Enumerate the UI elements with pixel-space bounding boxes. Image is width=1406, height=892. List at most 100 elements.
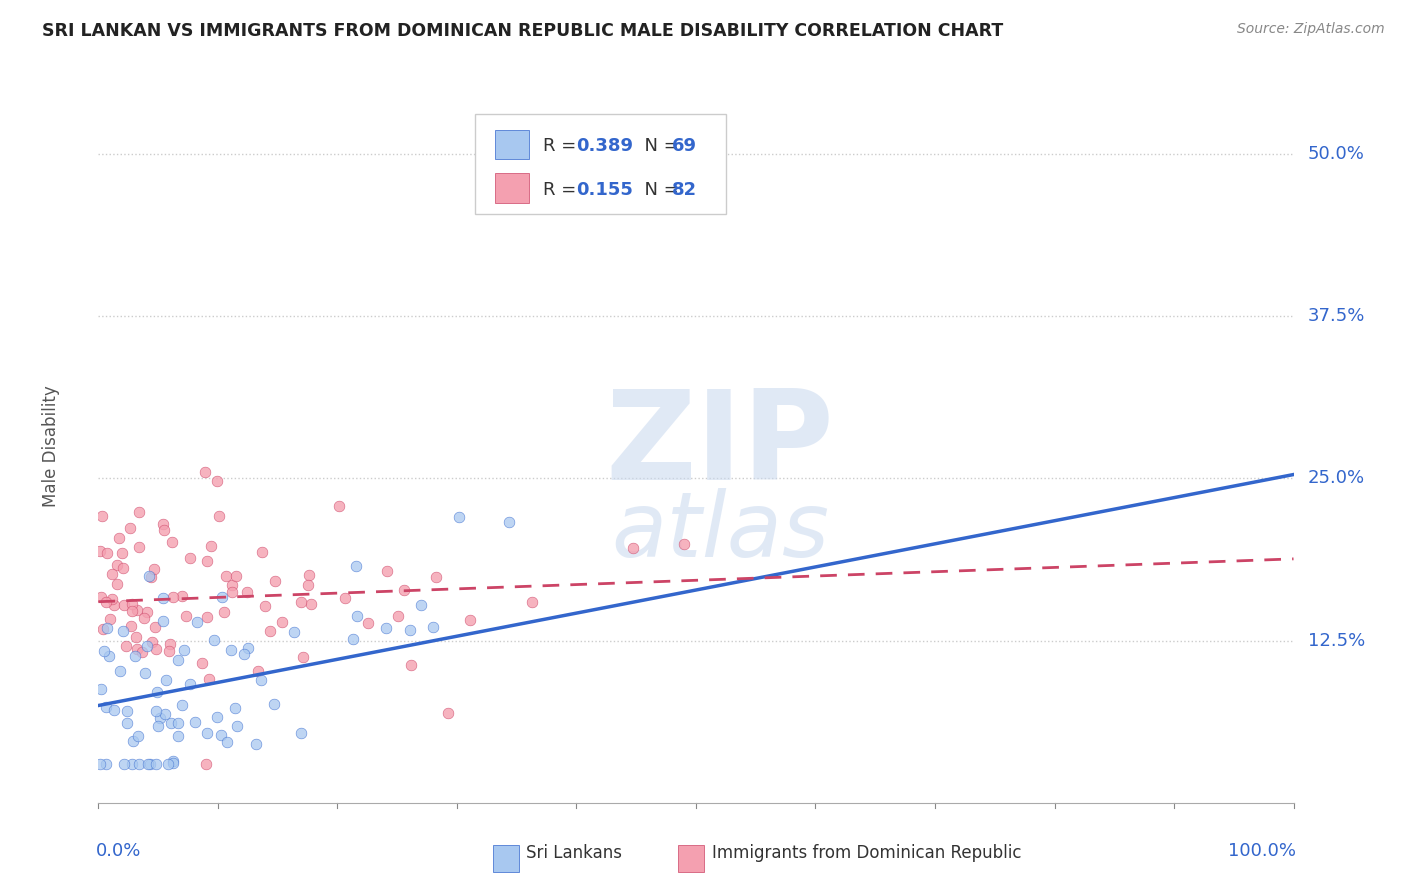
FancyBboxPatch shape	[495, 173, 529, 203]
Point	[135, 605, 157, 619]
Point	[139, 570, 162, 584]
Point	[298, 567, 321, 582]
Point	[131, 645, 153, 659]
Point	[134, 665, 156, 680]
Point	[236, 641, 259, 656]
Point	[120, 521, 142, 535]
Point	[215, 735, 238, 749]
Point	[357, 615, 380, 630]
Point	[167, 716, 190, 731]
Point	[271, 615, 294, 630]
Point	[291, 649, 314, 664]
Text: Source: ZipAtlas.com: Source: ZipAtlas.com	[1237, 22, 1385, 37]
Point	[194, 465, 217, 479]
Point	[263, 574, 285, 588]
Point	[93, 643, 115, 657]
Point	[89, 544, 111, 558]
Text: 69: 69	[672, 136, 697, 154]
Point	[145, 704, 167, 718]
Point	[141, 634, 163, 648]
FancyBboxPatch shape	[678, 845, 704, 872]
Point	[211, 590, 233, 604]
Point	[299, 597, 322, 611]
Point	[179, 677, 201, 691]
Point	[157, 756, 180, 771]
Point	[375, 621, 398, 635]
Text: R =: R =	[543, 136, 582, 154]
Point	[112, 561, 135, 575]
Point	[108, 531, 131, 545]
Point	[152, 614, 174, 628]
Point	[125, 630, 148, 644]
Point	[212, 605, 235, 619]
Point	[94, 756, 117, 771]
Text: atlas: atlas	[610, 488, 830, 575]
Point	[146, 685, 169, 699]
Point	[422, 620, 444, 634]
Text: 50.0%: 50.0%	[1308, 145, 1365, 163]
Point	[112, 756, 135, 771]
Point	[333, 591, 356, 606]
Point	[167, 653, 190, 667]
Point	[425, 569, 447, 583]
FancyBboxPatch shape	[475, 114, 725, 214]
Point	[162, 755, 184, 769]
Point	[447, 510, 470, 524]
Point	[138, 569, 160, 583]
Point	[108, 665, 131, 679]
Point	[195, 756, 218, 771]
Point	[458, 613, 481, 627]
Text: SRI LANKAN VS IMMIGRANTS FROM DOMINICAN REPUBLIC MALE DISABILITY CORRELATION CHA: SRI LANKAN VS IMMIGRANTS FROM DOMINICAN …	[42, 22, 1004, 40]
Point	[125, 642, 148, 657]
Point	[186, 615, 208, 629]
Point	[157, 643, 180, 657]
Point	[127, 729, 149, 743]
Point	[198, 672, 221, 686]
Text: 82: 82	[672, 181, 697, 199]
Text: 25.0%: 25.0%	[1308, 469, 1365, 487]
Point	[148, 719, 170, 733]
Point	[121, 756, 143, 771]
Point	[346, 609, 368, 624]
Point	[191, 656, 214, 670]
Point	[152, 591, 174, 605]
Point	[128, 540, 150, 554]
Point	[98, 612, 121, 626]
Point	[136, 640, 159, 654]
Point	[115, 716, 138, 731]
Text: 0.155: 0.155	[576, 181, 633, 199]
Point	[117, 704, 139, 718]
Point	[263, 697, 285, 711]
Point	[121, 597, 143, 611]
Point	[205, 474, 228, 488]
Point	[283, 625, 305, 640]
Point	[259, 624, 281, 639]
Point	[91, 509, 114, 524]
Point	[96, 620, 118, 634]
Point	[200, 539, 222, 553]
Point	[112, 624, 135, 639]
Point	[94, 595, 117, 609]
Point	[623, 541, 645, 555]
Point	[107, 558, 129, 572]
Point	[673, 537, 696, 551]
Point	[221, 578, 243, 592]
Text: 100.0%: 100.0%	[1227, 842, 1296, 860]
Point	[247, 664, 270, 678]
Text: 0.389: 0.389	[576, 136, 634, 154]
Point	[127, 603, 149, 617]
Point	[245, 737, 267, 751]
Point	[209, 728, 232, 742]
Point	[152, 516, 174, 531]
Point	[342, 632, 364, 646]
Point	[221, 585, 243, 599]
Text: N =: N =	[633, 181, 685, 199]
Point	[290, 725, 312, 739]
Point	[122, 733, 145, 747]
Point	[250, 673, 273, 688]
Point	[437, 706, 460, 720]
Point	[124, 649, 146, 664]
Point	[522, 595, 544, 609]
Point	[290, 595, 312, 609]
Point	[195, 554, 218, 568]
